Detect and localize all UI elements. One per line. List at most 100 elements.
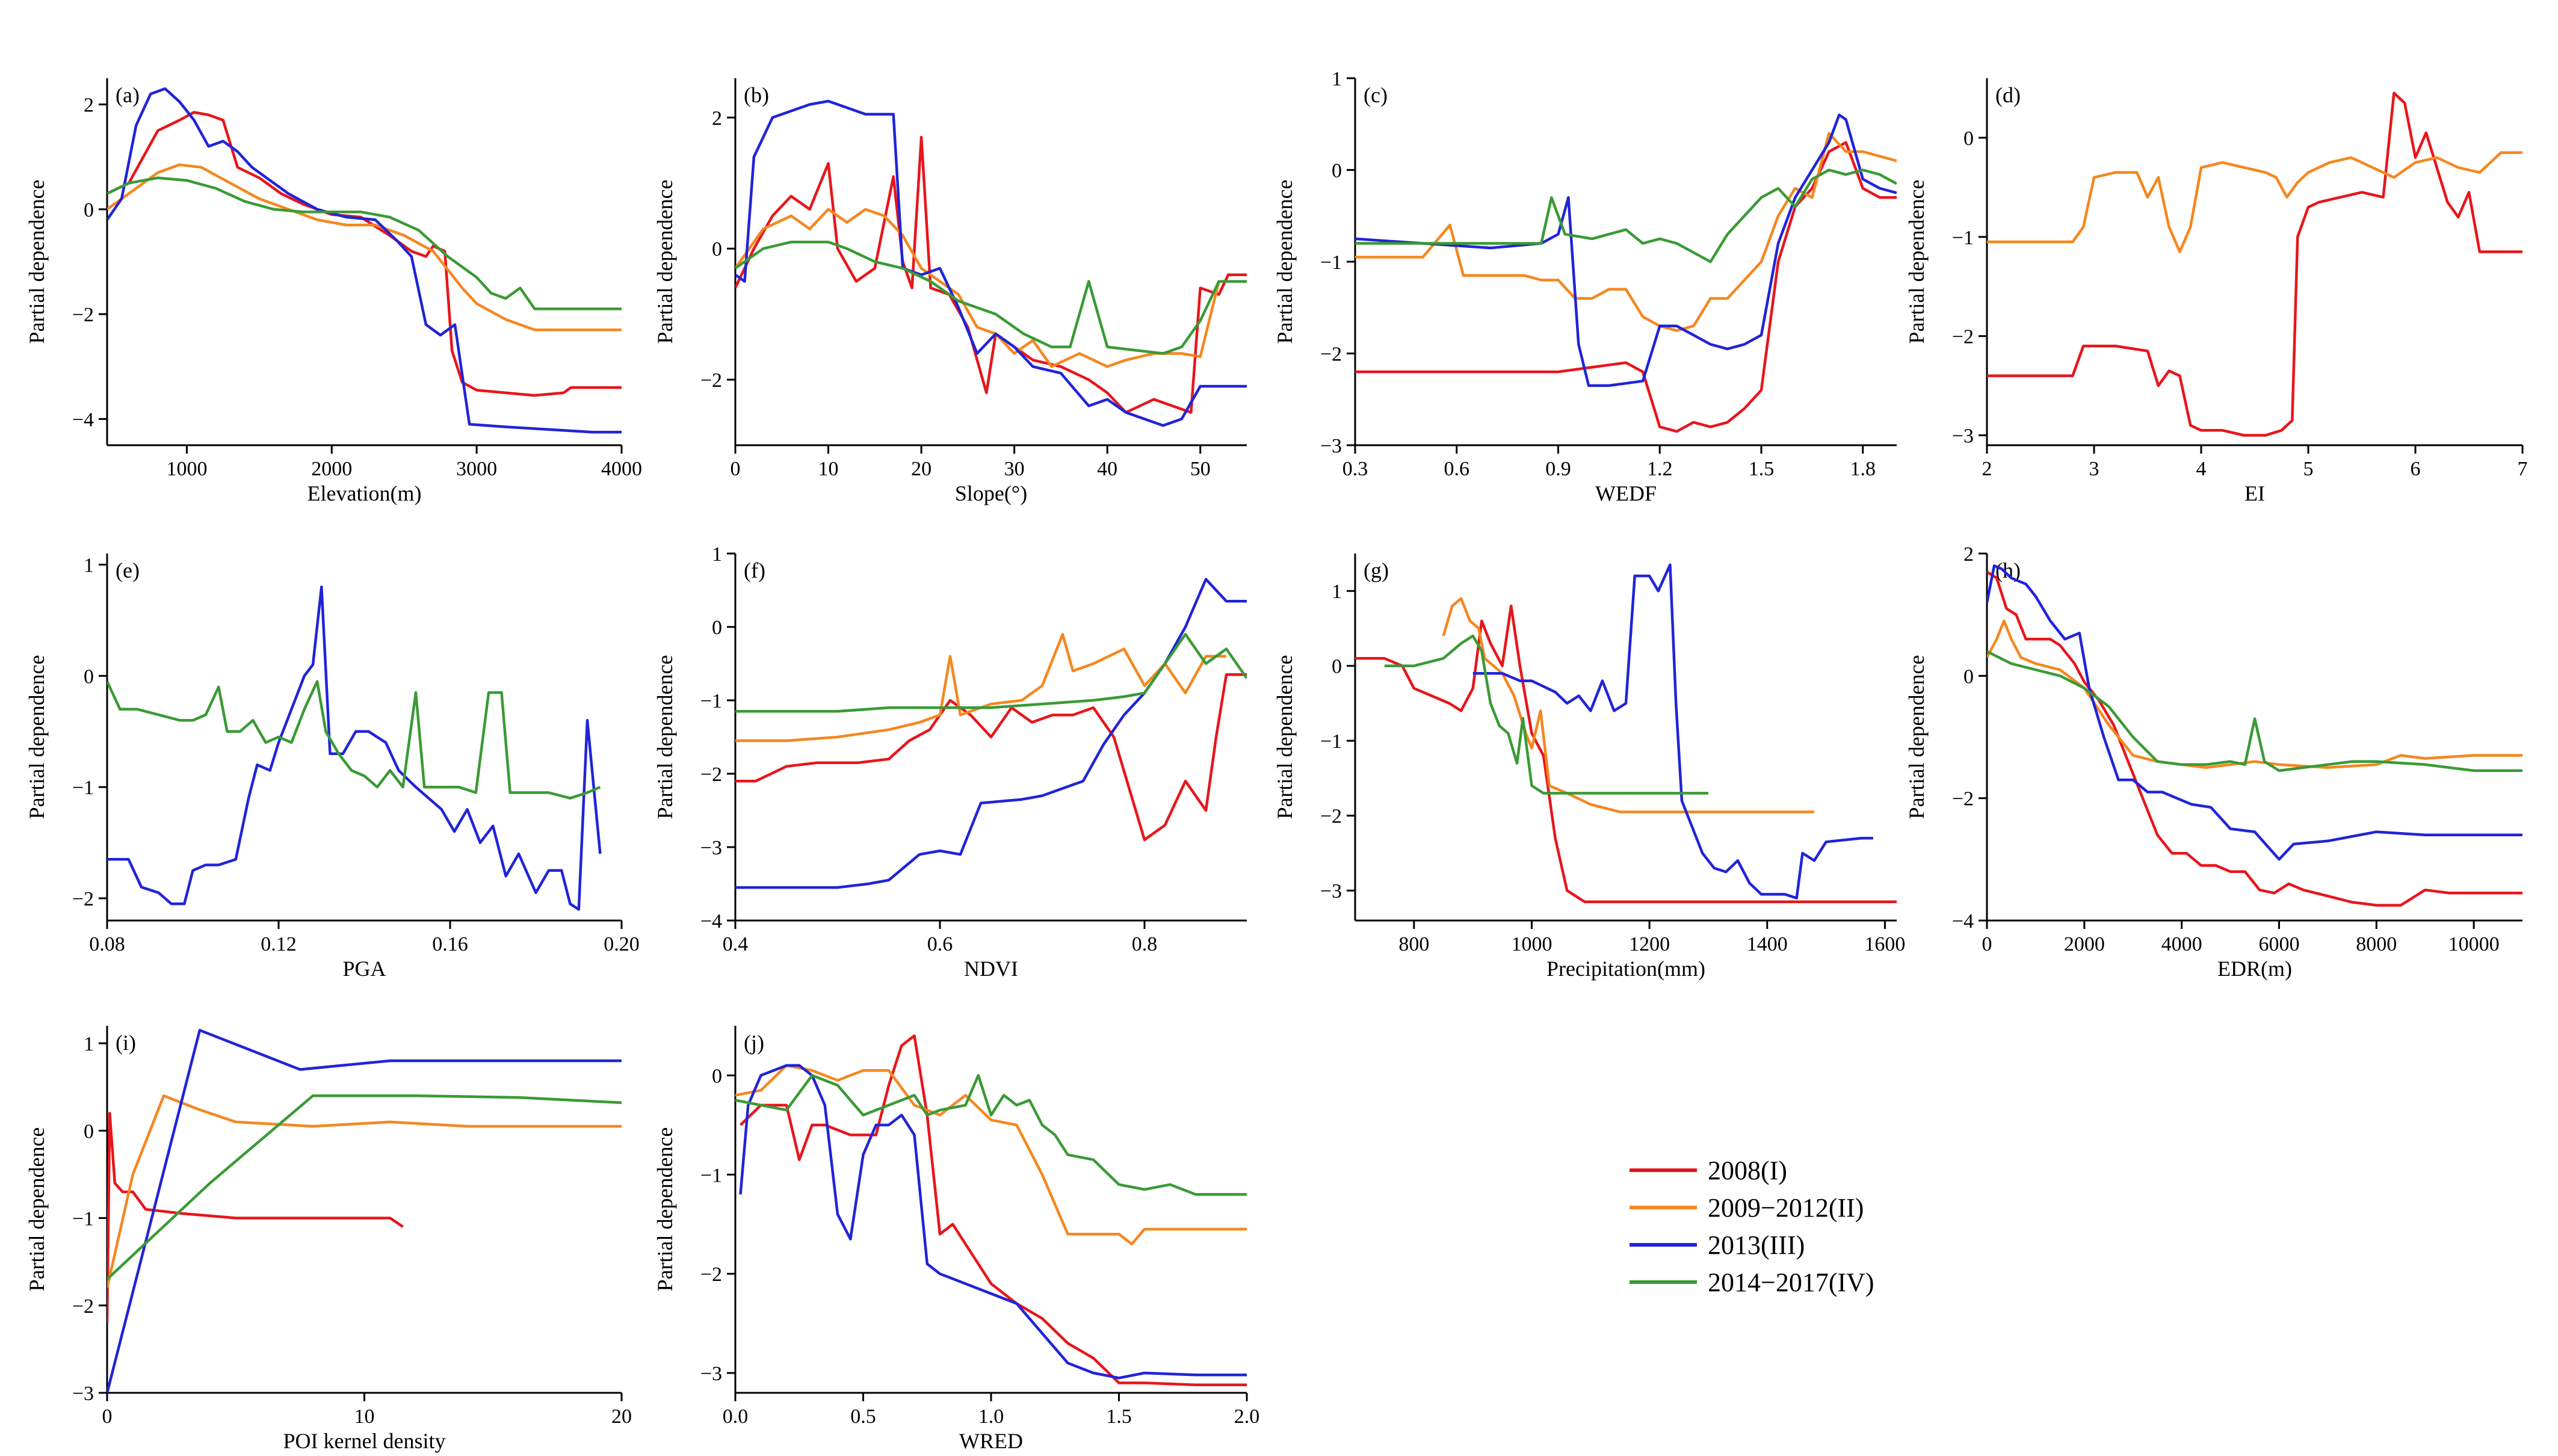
y-axis-label: Partial dependence [653,655,677,819]
y-tick-label: −3 [72,1383,94,1405]
series-line-2008-i- [735,673,1247,842]
x-tick-label: 6 [2411,458,2421,480]
series-line-2014-2017-iv- [735,241,1247,355]
panel-e: 0.08 0.12 0.16 0.20 −2 −1 0 1 PGA Partial depende… [25,554,640,981]
series-line-2013-iii- [1355,113,1897,387]
y-tick-label: −2 [1320,344,1342,366]
y-tick-label: −2 [700,369,722,392]
series-line-2009-2012-ii- [107,163,622,332]
x-tick-label: 0.5 [850,1405,876,1428]
y-tick-label: 0 [712,617,722,639]
x-tick-label: 1400 [1747,933,1788,955]
y-tick-label: 0 [1332,160,1342,182]
series-line-2008-i- [107,1111,404,1323]
x-tick-label: 0.0 [723,1405,749,1428]
x-tick-label: 4 [2196,458,2207,480]
y-axis-label: Partial dependence [1905,180,1929,344]
panel-tag: (h) [1995,558,2021,582]
y-tick-label: 1 [712,543,722,566]
panel-tag: (a) [116,83,140,107]
series-line-2008-i- [739,1034,1247,1387]
series-line-2014-2017-iv- [735,1074,1247,1196]
y-tick-label: −1 [72,1208,94,1230]
y-tick-label: −1 [72,777,94,799]
x-axis-label: WEDF [1595,481,1657,505]
series-line-2014-2017-iv- [107,176,622,310]
legend-label: 2014−2017(IV) [1708,1268,1874,1297]
y-axis-label: Partial dependence [25,180,49,344]
x-axis-label: Elevation(m) [307,481,422,505]
panel-j: 0.0 0.5 1.0 1.5 2.0 −3 −2 −1 0 WRED Partial depend… [653,1026,1259,1453]
x-tick-label: 2 [1982,458,1992,480]
legend-label: 2009−2012(II) [1708,1193,1864,1223]
series-line-2013-iii- [1987,564,2522,861]
y-tick-label: −4 [1952,910,1974,933]
y-tick-label: −2 [700,1263,722,1286]
series-line-2008-i- [1987,570,2522,907]
y-tick-label: −1 [700,1164,722,1186]
y-tick-label: −3 [700,837,722,859]
x-tick-label: 0 [1982,933,1992,955]
panel-tag: (g) [1364,558,1389,582]
x-axis-label: NDVI [964,957,1018,981]
y-tick-label: 2 [84,94,94,117]
panel-tag: (e) [116,558,140,582]
x-tick-label: 10 [354,1405,375,1428]
legend-label: 2008(I) [1708,1156,1787,1185]
series-line-2009-2012-ii- [107,1094,622,1289]
y-tick-label: 1 [1332,581,1342,603]
panel-tag: (c) [1364,83,1388,107]
y-axis-label: Partial dependence [653,1127,677,1292]
x-tick-label: 0 [102,1405,113,1428]
series-line-2014-2017-iv- [735,632,1247,713]
series-line-2009-2012-ii- [1442,597,1814,813]
x-tick-label: 20 [911,458,931,480]
x-axis-label: EI [2244,481,2265,505]
x-tick-label: 4000 [601,458,642,480]
y-tick-label: 1 [84,1033,94,1055]
panel-h: 0 2000 4000 6000 8000 10000 −4 −2 0 2 EDR(m) Partia… [1905,543,2522,981]
panel-f: 0.4 0.6 0.8 −4 −3 −2 −1 0 1 NDVI Partial dependenc… [653,543,1247,981]
panel-c: 0.3 0.6 0.9 1.2 1.5 1.8 −3 −2 −1 0 1 WEDF Partial de… [1273,68,1897,505]
series-line-2013-iii- [107,585,602,911]
y-tick-label: −2 [700,763,722,786]
x-tick-label: 10 [818,458,839,480]
series-line-2008-i- [1987,91,2522,437]
x-tick-label: 10000 [2448,933,2500,955]
x-tick-label: 1200 [1629,933,1670,955]
y-tick-label: 2 [712,107,722,129]
x-tick-label: 4000 [2161,933,2202,955]
x-tick-label: 7 [2518,458,2528,480]
series-line-2013-iii- [107,87,622,434]
series-line-2013-iii- [1472,563,1873,899]
series-line-2014-2017-iv- [107,680,601,800]
series-line-2014-2017-iv- [1987,650,2522,773]
legend-label: 2013(III) [1708,1230,1805,1260]
x-tick-label: 0.12 [261,933,297,955]
y-tick-label: −1 [1320,730,1342,753]
x-tick-label: 3000 [456,458,497,480]
x-tick-label: 30 [1004,458,1025,480]
y-tick-label: −3 [1320,435,1342,457]
x-tick-label: 0 [731,458,741,480]
y-tick-label: 0 [1963,665,1974,688]
x-axis-label: POI kernel density [283,1429,446,1453]
y-tick-label: −1 [1320,251,1342,274]
series-line-2013-iii- [107,1029,622,1393]
y-tick-label: 1 [1332,68,1342,90]
series-line-2009-2012-ii- [735,208,1247,368]
x-tick-label: 8000 [2356,933,2397,955]
y-axis-label: Partial dependence [1273,180,1297,344]
y-axis-label: Partial dependence [25,1127,49,1292]
series-line-2009-2012-ii- [1987,151,2522,253]
y-tick-label: −1 [1952,227,1974,249]
x-tick-label: 50 [1190,458,1211,480]
x-axis-label: Precipitation(mm) [1546,957,1705,981]
y-tick-label: −3 [1952,425,1974,448]
x-tick-label: 1.5 [1749,458,1775,480]
series-line-2009-2012-ii- [735,1064,1247,1245]
x-axis-label: PGA [342,957,386,981]
panel-a: 1000 2000 3000 4000 −4 −2 0 2 Elevation(m) Partia… [25,78,642,505]
x-tick-label: 1000 [1511,933,1552,955]
y-tick-label: 1 [84,554,94,576]
